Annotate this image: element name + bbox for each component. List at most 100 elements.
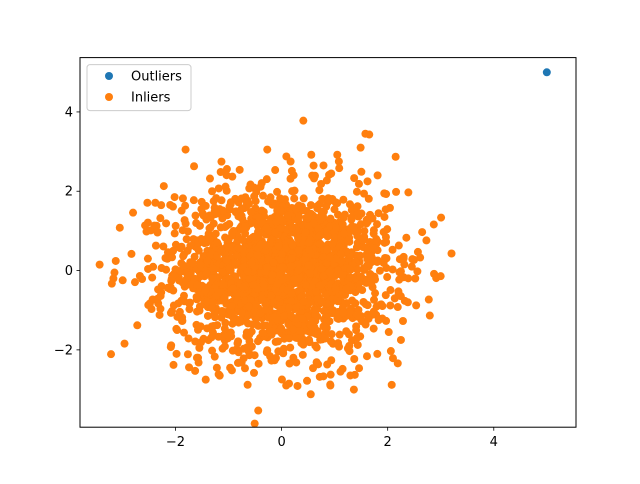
inlier-point <box>326 214 335 223</box>
inlier-point <box>214 184 223 193</box>
inlier-point <box>253 337 262 346</box>
inlier-point <box>364 314 373 323</box>
inlier-point <box>362 352 371 361</box>
inlier-point <box>299 297 308 306</box>
inlier-point <box>323 360 332 369</box>
inlier-point <box>220 342 229 351</box>
inlier-point <box>243 380 252 389</box>
inlier-point <box>220 324 229 333</box>
inlier-point <box>250 419 259 428</box>
inlier-point <box>238 235 247 244</box>
inlier-point <box>279 344 288 353</box>
inlier-point <box>243 319 252 328</box>
inlier-point <box>250 368 258 377</box>
inlier-point <box>234 244 243 253</box>
inlier-point <box>194 325 202 334</box>
inlier-point <box>308 317 317 326</box>
inlier-point <box>321 334 330 343</box>
inlier-point <box>363 245 372 254</box>
y-tick-label: 2 <box>65 185 73 200</box>
inlier-point <box>378 302 387 311</box>
inlier-point <box>344 330 353 339</box>
inlier-point <box>293 381 302 390</box>
inlier-point <box>284 211 293 220</box>
inlier-point <box>263 346 272 355</box>
inlier-point <box>264 197 273 206</box>
inlier-point <box>153 228 162 237</box>
inlier-point <box>218 214 227 223</box>
inlier-point <box>382 254 391 263</box>
inlier-point <box>222 255 231 264</box>
inlier-point <box>287 297 296 306</box>
inlier-point <box>286 343 295 352</box>
inlier-point <box>374 316 383 325</box>
inlier-point <box>303 376 312 385</box>
inlier-point <box>278 262 287 271</box>
inlier-point <box>330 205 339 214</box>
inlier-point <box>210 352 219 361</box>
inlier-point <box>218 307 227 316</box>
inlier-point <box>227 302 236 311</box>
inlier-point <box>328 309 337 318</box>
inlier-point <box>424 295 433 304</box>
inlier-point <box>175 307 184 316</box>
inlier-point <box>425 311 434 320</box>
inlier-point <box>209 219 218 228</box>
inlier-point <box>177 206 186 215</box>
inlier-point <box>388 265 397 274</box>
inlier-point <box>407 262 416 271</box>
inlier-point <box>334 157 343 166</box>
inlier-point <box>294 266 303 275</box>
inlier-point <box>343 344 352 353</box>
inlier-point <box>298 350 307 359</box>
inlier-point <box>143 254 152 263</box>
inlier-point <box>375 266 384 275</box>
inlier-point <box>173 326 182 335</box>
inlier-point <box>305 269 314 278</box>
y-tick-label: 0 <box>65 264 73 279</box>
inlier-point <box>429 220 438 229</box>
inlier-point <box>370 295 378 304</box>
inlier-point <box>373 349 382 358</box>
inlier-point <box>413 247 422 256</box>
inlier-point <box>151 241 160 250</box>
inlier-point <box>287 223 296 232</box>
inlier-point <box>336 250 345 259</box>
inlier-point <box>355 364 364 373</box>
inlier-point <box>361 300 370 309</box>
inlier-point <box>399 254 408 263</box>
inlier-point <box>307 150 316 159</box>
inlier-point <box>422 236 431 245</box>
inlier-point <box>189 196 198 205</box>
inlier-point <box>209 197 218 206</box>
inlier-point <box>292 358 301 367</box>
inlier-point <box>250 351 259 360</box>
inlier-point <box>357 167 366 176</box>
inlier-point <box>205 235 214 244</box>
inlier-point <box>383 273 392 282</box>
inlier-point <box>226 200 235 209</box>
inlier-point <box>221 182 230 191</box>
inlier-point <box>327 330 336 339</box>
inlier-point <box>373 171 382 180</box>
inlier-point <box>380 212 389 221</box>
inlier-point <box>321 328 330 337</box>
inlier-point <box>413 267 422 276</box>
inlier-point <box>254 213 263 221</box>
inlier-point <box>175 276 184 285</box>
inlier-point <box>447 249 456 258</box>
inlier-point <box>294 201 303 210</box>
inlier-point <box>208 304 217 313</box>
inlier-point <box>186 241 195 250</box>
inlier-point <box>205 174 214 183</box>
inlier-point <box>353 265 362 274</box>
inlier-point <box>349 385 358 394</box>
inlier-point <box>220 293 229 302</box>
inlier-point <box>346 265 355 274</box>
y-tick-label: −2 <box>54 343 73 358</box>
inlier-point <box>370 244 379 253</box>
inlier-point <box>312 306 321 315</box>
inlier-point <box>319 271 328 280</box>
points-layer <box>95 68 551 428</box>
